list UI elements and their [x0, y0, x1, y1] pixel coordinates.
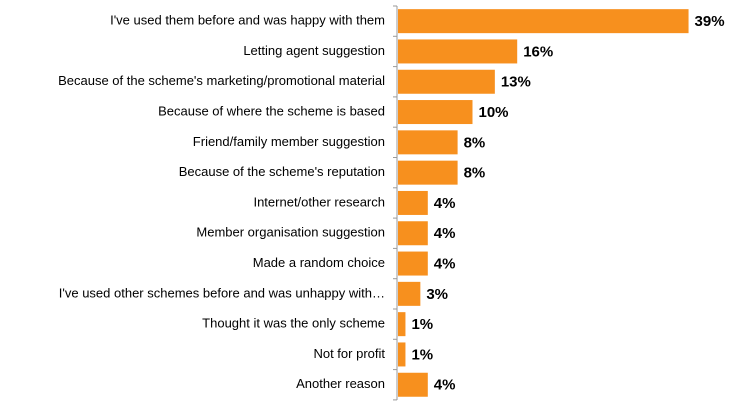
category-label: Member organisation suggestion [196, 225, 385, 240]
value-label: 3% [426, 286, 448, 303]
value-label: 4% [434, 195, 456, 212]
category-label: Not for profit [313, 346, 385, 361]
bar [398, 190, 428, 215]
value-label: 4% [434, 377, 456, 394]
bar [398, 9, 689, 34]
bar [398, 130, 458, 155]
bar [398, 39, 518, 64]
value-label: 8% [464, 165, 486, 182]
value-label: 8% [464, 134, 486, 151]
category-label: Because of the scheme's marketing/promot… [58, 73, 385, 88]
bar [398, 221, 428, 246]
value-label: 10% [479, 104, 509, 121]
category-label: Friend/family member suggestion [193, 134, 385, 149]
value-label: 1% [411, 316, 433, 333]
value-label: 4% [434, 256, 456, 273]
value-label: 4% [434, 225, 456, 242]
category-label: I've used them before and was happy with… [110, 13, 385, 28]
bar [398, 312, 406, 337]
value-label: 1% [411, 346, 433, 363]
bar [398, 251, 428, 276]
value-label: 13% [501, 74, 531, 91]
bar [398, 342, 406, 367]
bar [398, 160, 458, 185]
bar [398, 100, 473, 125]
category-label: Made a random choice [253, 255, 385, 270]
category-label: Thought it was the only scheme [202, 316, 385, 331]
bar [398, 372, 428, 397]
category-label: Letting agent suggestion [243, 43, 385, 58]
category-label: Because of where the scheme is based [158, 103, 385, 118]
category-label: Another reason [296, 376, 385, 391]
category-label: Because of the scheme's reputation [179, 164, 385, 179]
category-label: I've used other schemes before and was u… [59, 285, 385, 300]
bar [398, 69, 495, 94]
value-label: 39% [695, 13, 725, 30]
value-label: 16% [523, 43, 553, 60]
bar [398, 281, 421, 306]
category-label: Internet/other research [253, 194, 385, 209]
